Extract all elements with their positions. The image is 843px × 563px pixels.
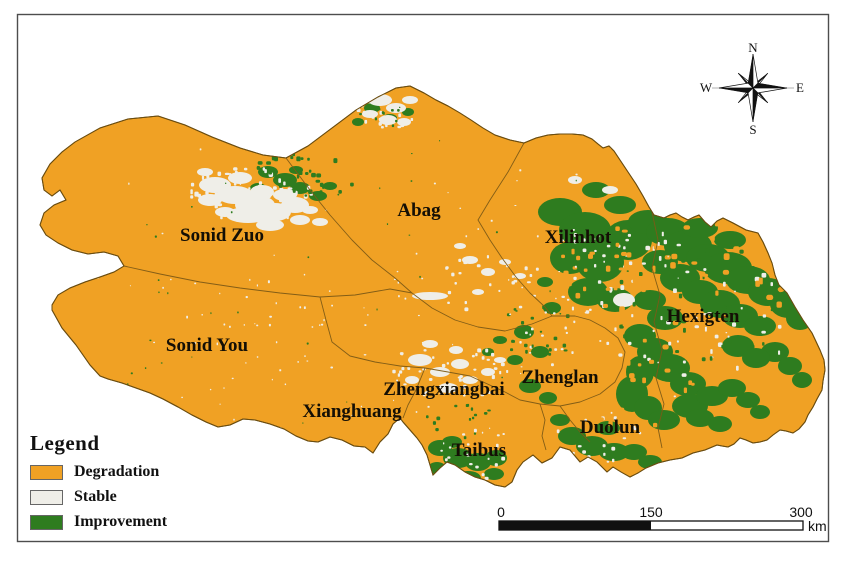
legend-label-improvement: Improvement: [74, 513, 168, 530]
legend-label-stable: Stable: [74, 488, 117, 505]
compass-south-label: S: [749, 122, 756, 137]
legend-label-degradation: Degradation: [74, 463, 160, 480]
legend-item-degradation: Degradation: [30, 463, 167, 481]
compass-west-label: W: [700, 80, 713, 95]
legend: Legend Degradation Stable Improvement: [30, 431, 167, 538]
region-label-abag: Abag: [397, 200, 441, 221]
landcover-patches: [75, 94, 814, 485]
region-label-sonid-zuo: Sonid Zuo: [180, 225, 264, 246]
region-label-xilinhot: Xilinhot: [545, 227, 612, 248]
legend-swatch-improvement: [30, 514, 63, 530]
stable-patches: [197, 94, 635, 393]
region-label-zhengxiangbai: Zhengxiangbai: [383, 379, 504, 400]
compass-east-label: E: [796, 80, 804, 95]
region-label-zhenglan: Zhenglan: [521, 367, 599, 388]
legend-item-stable: Stable: [30, 488, 167, 506]
scale-unit-label: km: [808, 518, 827, 534]
degradation-speckles: [561, 223, 785, 433]
region-label-sonid-you: Sonid You: [166, 335, 249, 356]
scale-bar-filled-half: [499, 521, 651, 530]
banner-boundaries: [123, 142, 665, 451]
region-label-duolun: Duolun: [580, 417, 641, 438]
region-labels: Sonid Zuo Abag Xilinhot Sonid You Zhengx…: [166, 200, 740, 461]
fine-speckles: [75, 106, 736, 475]
scale-bar: 0 150 300 km: [497, 504, 827, 534]
scale-tick-0: 0: [497, 504, 505, 520]
region-label-xianghuang: Xianghuang: [302, 401, 402, 422]
compass-star: [718, 53, 788, 123]
legend-item-improvement: Improvement: [30, 513, 167, 531]
legend-swatch-degradation: [30, 464, 63, 480]
compass-north-label: N: [748, 40, 758, 55]
compass-rose: N S W E: [700, 40, 804, 137]
scale-tick-150: 150: [639, 504, 663, 520]
region-label-hexigten: Hexigten: [667, 306, 740, 327]
region-label-taibus: Taibus: [452, 440, 506, 461]
improvement-speckles: [256, 107, 776, 440]
scale-tick-300: 300: [789, 504, 813, 520]
league-outline-stroke: [39, 85, 826, 488]
legend-swatch-stable: [30, 489, 63, 505]
legend-title: Legend: [30, 431, 100, 455]
